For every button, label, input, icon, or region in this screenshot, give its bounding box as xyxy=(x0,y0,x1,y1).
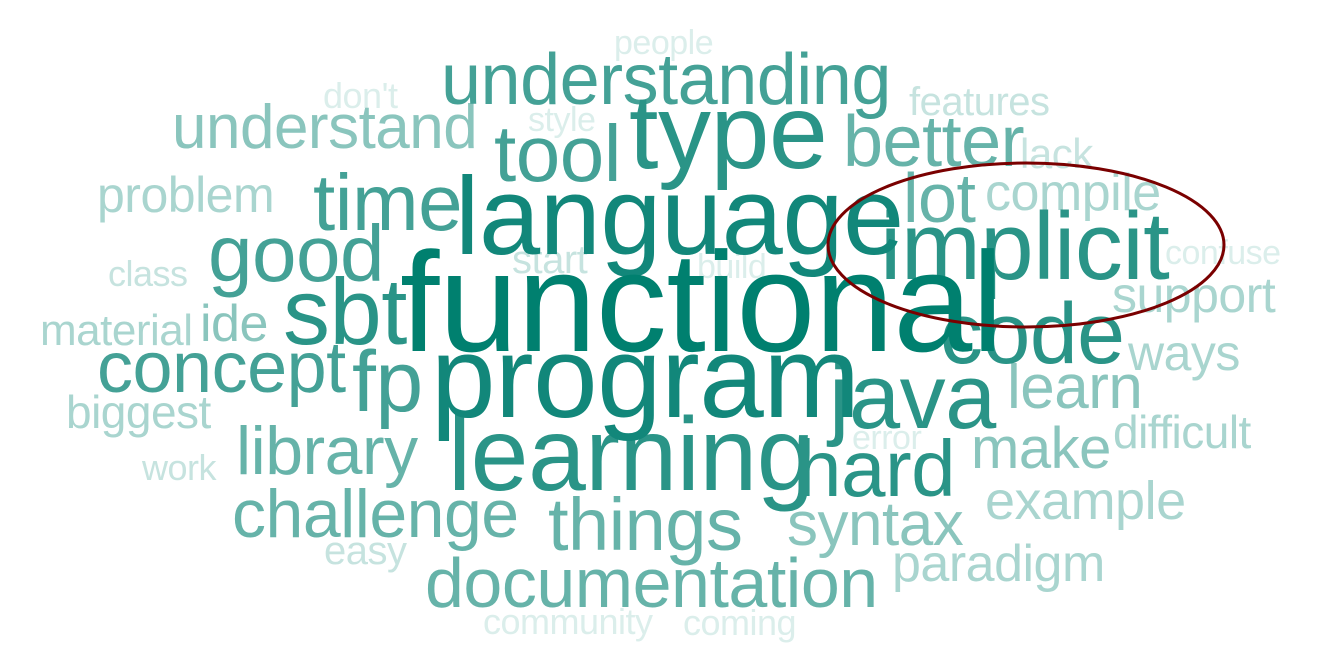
word-challenge: challenge xyxy=(232,476,519,552)
word-documentation: documentation xyxy=(425,544,878,622)
word-good: good xyxy=(208,209,384,298)
word-class: class xyxy=(108,253,188,294)
word-build: build xyxy=(697,248,767,286)
word-make: make xyxy=(971,416,1111,481)
word-example: example xyxy=(985,471,1186,531)
word-understand: understand xyxy=(172,93,478,162)
word-learning: learning xyxy=(448,397,815,513)
word-problem: problem xyxy=(97,167,275,223)
word-syntax: syntax xyxy=(787,490,964,559)
word-things: things xyxy=(548,483,743,566)
word-understanding: understanding xyxy=(441,40,891,120)
word-hard: hard xyxy=(797,424,956,513)
word-easy: easy xyxy=(324,529,407,573)
word-library: library xyxy=(236,413,418,489)
word-paradigm: paradigm xyxy=(892,535,1105,593)
word-style: style xyxy=(528,101,596,139)
word-sbt: sbt xyxy=(283,259,407,364)
word-dont: don't xyxy=(323,75,398,116)
word-features: features xyxy=(909,80,1050,124)
word-material: material xyxy=(40,306,193,355)
word-start: start xyxy=(512,238,588,282)
word-people: people xyxy=(614,24,714,62)
word-error: error xyxy=(852,419,922,457)
word-learn: learn xyxy=(1007,353,1143,422)
word-type: type xyxy=(629,73,828,191)
word-biggest: biggest xyxy=(66,386,211,438)
word-confuse: confuse xyxy=(1165,234,1281,272)
word-ways: ways xyxy=(1128,325,1240,381)
word-work: work xyxy=(142,447,217,488)
word-fp: fp xyxy=(352,334,423,430)
word-functional: functional xyxy=(400,223,1003,382)
word-time: time xyxy=(313,158,463,247)
word-difficult: difficult xyxy=(1113,406,1251,458)
word-tool: tool xyxy=(494,109,621,198)
word-program: program xyxy=(431,312,860,442)
word-java: java xyxy=(829,346,996,448)
word-concept: concept xyxy=(97,328,346,408)
word-coming: coming xyxy=(683,602,797,643)
word-ide: ide xyxy=(200,295,268,353)
word-community: community xyxy=(483,601,653,642)
